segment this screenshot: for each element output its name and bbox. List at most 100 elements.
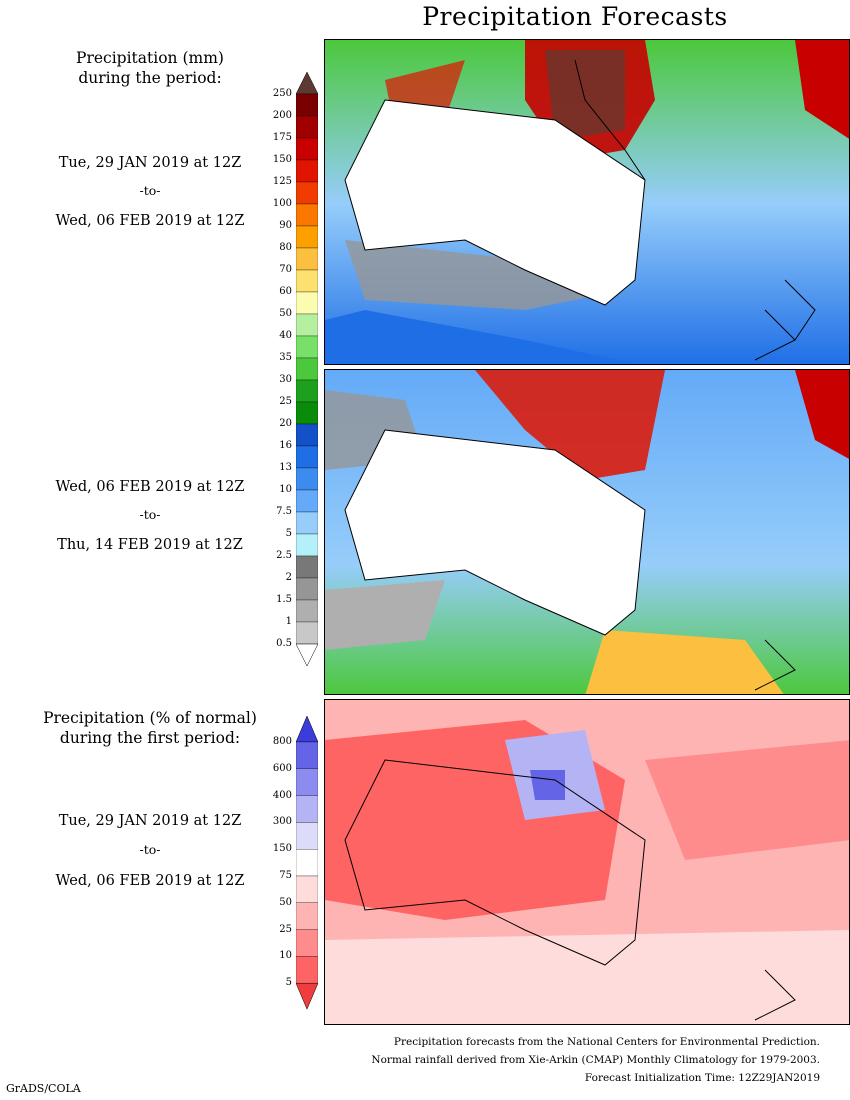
colorbar-swatch [296, 768, 318, 796]
map-panel-period2 [324, 369, 850, 695]
colorbar-swatch [296, 511, 318, 535]
precip-pct-heading: Precipitation (% of normal) during the f… [30, 708, 270, 748]
pct-period-text: Tue, 29 JAN 2019 at 12Z -to- Wed, 06 FEB… [40, 808, 260, 896]
colorbar-swatch [296, 741, 318, 769]
colorbar-swatch [296, 159, 318, 183]
credit: GrADS/COLA [6, 1082, 81, 1095]
colorbar-swatch [296, 225, 318, 249]
colorbar-tick-label: 25 [279, 923, 292, 935]
colorbar-bottom-arrow [296, 643, 318, 667]
colorbar-swatch [296, 379, 318, 403]
colorbar-tick-label: 1.5 [276, 594, 292, 605]
colorbar-tick-label: 30 [279, 374, 292, 385]
colorbar-swatch [296, 533, 318, 557]
colorbar-tick-label: 70 [279, 264, 292, 275]
colorbar-swatch [296, 93, 318, 117]
colorbar-top-arrow [296, 72, 318, 95]
colorbar-swatch [296, 875, 318, 903]
colorbar-tick-label: 250 [272, 88, 292, 99]
period2-sep: -to- [139, 507, 161, 522]
colorbar-tick-label: 10 [279, 950, 292, 962]
period1-end: Wed, 06 FEB 2019 at 12Z [55, 213, 245, 229]
footer-line3: Forecast Initialization Time: 12Z29JAN20… [584, 1072, 820, 1084]
colorbar-tick-label: 75 [279, 870, 292, 881]
colorbar-top-arrow [296, 716, 318, 743]
colorbar-tick-label: 400 [272, 789, 292, 801]
colorbar-swatch [296, 445, 318, 469]
period1-text: Tue, 29 JAN 2019 at 12Z -to- Wed, 06 FEB… [40, 150, 260, 236]
colorbar-swatch [296, 599, 318, 623]
colorbar-tick-label: 200 [272, 110, 292, 121]
map-panel-percent-normal [324, 699, 850, 1025]
colorbar-swatch [296, 401, 318, 425]
colorbar-tick-label: 100 [272, 198, 292, 209]
colorbar-tick-label: 2.5 [276, 550, 292, 561]
colorbar-tick-label: 5 [285, 977, 292, 989]
period2-end: Thu, 14 FEB 2019 at 12Z [57, 537, 243, 553]
colorbar-tick-label: 80 [279, 242, 292, 253]
pct-period-start: Tue, 29 JAN 2019 at 12Z [58, 813, 242, 829]
colorbar-swatch [296, 137, 318, 161]
colorbar-pct [296, 716, 318, 1010]
colorbar-swatch [296, 489, 318, 513]
colorbar-tick-label: 150 [272, 154, 292, 165]
colorbar-tick-label: 16 [279, 440, 292, 451]
colorbar-tick-label: 7.5 [276, 506, 292, 517]
colorbar-tick-label: 175 [272, 132, 292, 143]
period2-start: Wed, 06 FEB 2019 at 12Z [55, 479, 245, 495]
colorbar-tick-label: 50 [279, 896, 292, 908]
colorbar-swatch [296, 423, 318, 447]
colorbar-tick-label: 600 [272, 762, 292, 774]
footer-line2: Normal rainfall derived from Xie-Arkin (… [371, 1054, 820, 1066]
colorbar-swatch [296, 467, 318, 491]
pct-period-sep: -to- [139, 842, 161, 857]
precip-mm-heading: Precipitation (mm) during the period: [40, 48, 260, 88]
colorbar-tick-label: 800 [272, 736, 292, 747]
colorbar-swatch [296, 577, 318, 601]
colorbar-tick-label: 35 [279, 352, 292, 363]
period1-sep: -to- [139, 183, 161, 198]
page-title: Precipitation Forecasts [422, 2, 728, 31]
colorbar-swatch [296, 929, 318, 957]
colorbar-tick-label: 1 [285, 616, 292, 627]
colorbar-swatch [296, 621, 318, 645]
colorbar-tick-label: 13 [279, 462, 292, 473]
colorbar-tick-label: 90 [279, 220, 292, 231]
colorbar-tick-label: 20 [279, 418, 292, 429]
map-panel-period1 [324, 39, 850, 365]
colorbar-tick-label: 150 [272, 843, 292, 855]
colorbar-swatch [296, 269, 318, 293]
period2-text: Wed, 06 FEB 2019 at 12Z -to- Thu, 14 FEB… [40, 474, 260, 560]
colorbar-swatch [296, 555, 318, 579]
footer-line1: Precipitation forecasts from the Nationa… [393, 1036, 820, 1048]
colorbar-tick-label: 2 [285, 572, 292, 583]
colorbar-swatch [296, 956, 318, 984]
colorbar-swatch [296, 357, 318, 381]
pct-heading-line1: Precipitation (% of normal) [43, 709, 257, 727]
footer-notes: Precipitation forecasts from the Nationa… [371, 1033, 820, 1087]
colorbar-tick-label: 25 [279, 396, 292, 407]
colorbar-swatch [296, 335, 318, 359]
colorbar-swatch [296, 203, 318, 227]
pct-heading-line2: during the first period: [59, 729, 241, 747]
colorbar-swatch [296, 822, 318, 850]
colorbar-tick-label: 40 [279, 330, 292, 341]
colorbar-tick-label: 10 [279, 484, 292, 495]
colorbar-swatch [296, 291, 318, 315]
period1-start: Tue, 29 JAN 2019 at 12Z [58, 155, 242, 171]
colorbar-tick-label: 50 [279, 308, 292, 319]
colorbar-tick-label: 125 [272, 176, 292, 187]
colorbar-swatch [296, 795, 318, 823]
pct-period-end: Wed, 06 FEB 2019 at 12Z [55, 873, 245, 889]
colorbar-swatch [296, 313, 318, 337]
colorbar-swatch [296, 247, 318, 271]
colorbar-tick-label: 0.5 [276, 638, 292, 649]
colorbar-swatch [296, 181, 318, 205]
heading-line1: Precipitation (mm) [76, 49, 224, 67]
colorbar-swatch [296, 115, 318, 139]
colorbar-swatch [296, 902, 318, 930]
colorbar-swatch [296, 849, 318, 877]
heading-line2: during the period: [78, 69, 222, 87]
colorbar-tick-label: 5 [285, 528, 292, 539]
colorbar-tick-label: 60 [279, 286, 292, 297]
